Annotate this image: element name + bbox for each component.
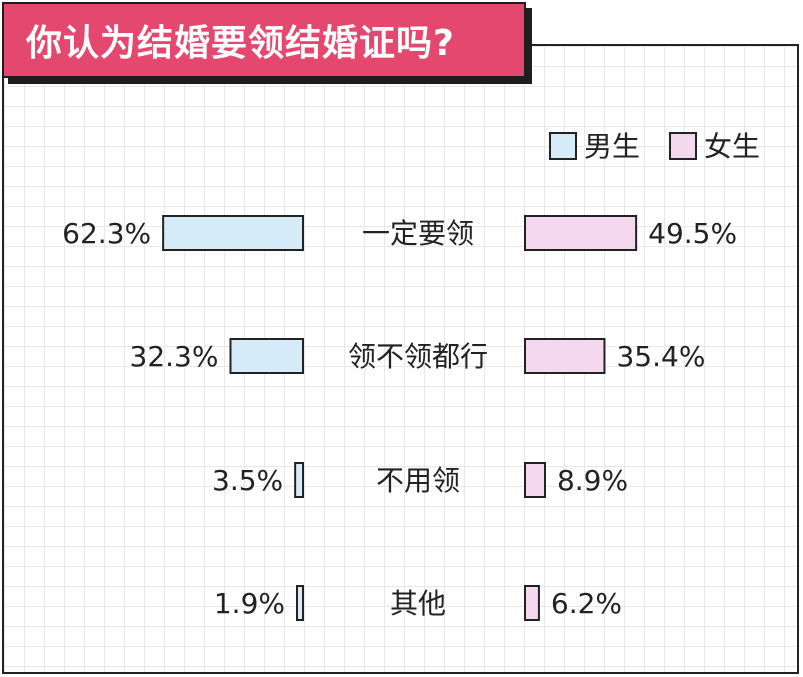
legend-swatch-male [549, 132, 577, 160]
value-label-female-0: 49.5% [648, 217, 737, 250]
legend-label-male: 男生 [584, 130, 640, 163]
category-label-3: 其他 [390, 587, 446, 620]
bar-female-0 [524, 215, 638, 251]
value-label-female-1: 35.4% [616, 340, 705, 373]
legend-swatch-female [669, 132, 697, 160]
value-label-female-3: 6.2% [551, 587, 622, 620]
legend: 男生 女生 [549, 130, 760, 163]
value-label-male-0: 62.3% [62, 217, 151, 250]
bar-female-1 [524, 338, 606, 374]
value-label-male-3: 1.9% [214, 587, 285, 620]
bar-male-3 [296, 585, 304, 621]
bars-group: 62.3% 49.5% 一定要领 32.3% 35.4% 领不领都行 3.5% 8.9% 不用领… [62, 215, 737, 621]
bar-male-0 [162, 215, 304, 251]
bar-male-2 [294, 462, 304, 498]
chart-title: 你认为结婚要领结婚证吗? [2, 2, 526, 78]
category-label-2: 不用领 [376, 464, 460, 497]
bar-male-1 [229, 338, 304, 374]
category-label-0: 一定要领 [362, 217, 474, 250]
bar-female-3 [524, 585, 540, 621]
chart-frame [2, 44, 799, 674]
value-label-male-2: 3.5% [212, 464, 283, 497]
value-label-male-1: 32.3% [130, 340, 219, 373]
legend-label-female: 女生 [704, 130, 760, 163]
value-label-female-2: 8.9% [557, 464, 628, 497]
category-label-1: 领不领都行 [348, 340, 488, 373]
bar-female-2 [524, 462, 546, 498]
